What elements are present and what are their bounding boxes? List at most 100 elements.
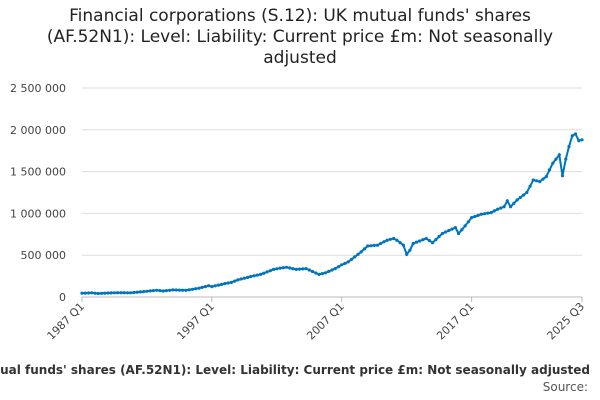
data-point: [148, 289, 152, 293]
data-point: [239, 277, 243, 281]
data-point: [99, 291, 104, 295]
data-point: [125, 291, 130, 295]
data-point: [450, 227, 454, 231]
data-point: [466, 220, 470, 224]
data-point: [353, 255, 357, 259]
data-point: [577, 139, 581, 143]
data-point: [421, 238, 425, 242]
data-point: [242, 276, 246, 280]
data-point: [408, 248, 412, 252]
data-point: [203, 285, 207, 289]
data-point: [129, 291, 133, 295]
data-point: [164, 289, 168, 293]
data-point: [284, 265, 289, 269]
data-point: [233, 279, 237, 283]
data-point: [531, 178, 535, 182]
data-point: [171, 288, 175, 292]
data-point: [207, 284, 211, 288]
data-point: [440, 231, 444, 236]
data-point: [366, 244, 370, 248]
data-point: [564, 157, 568, 161]
data-point: [174, 288, 178, 292]
data-point: [310, 269, 315, 274]
y-tick-label: 0: [59, 291, 66, 304]
y-tick-label: 1 500 000: [10, 166, 66, 179]
data-point: [343, 261, 347, 265]
tick-labels: 0 500 000 1 000 000 1 500 000 2 000 000 2 500…: [10, 82, 587, 342]
x-tick-label: 2007 Q1: [304, 300, 347, 343]
data-point: [119, 291, 123, 295]
data-point: [573, 132, 578, 136]
y-tick-label: 2 000 000: [10, 124, 66, 137]
data-point: [515, 198, 519, 202]
data-point: [86, 291, 91, 295]
data-point: [181, 288, 185, 292]
data-point: [291, 267, 295, 271]
data-point: [265, 270, 269, 274]
data-point: [554, 157, 558, 161]
data-point: [255, 273, 259, 277]
data-point: [223, 282, 227, 286]
data-point: [476, 213, 480, 217]
data-point: [518, 195, 522, 200]
data-point: [213, 284, 217, 288]
legend-entry: Financial corporations (S.12): UK mutual…: [0, 363, 590, 377]
data-point: [369, 244, 373, 248]
x-tick-label: 1997 Q1: [174, 300, 217, 343]
data-point: [116, 291, 120, 295]
data-point: [161, 289, 165, 293]
data-point: [327, 269, 331, 273]
data-point: [496, 207, 500, 211]
data-point: [83, 291, 87, 295]
data-point: [398, 241, 402, 245]
x-tick-label: 1987 Q1: [45, 300, 88, 343]
data-point: [427, 239, 431, 243]
data-point: [106, 291, 110, 295]
chart-title: Financial corporations (S.12): UK mutual…: [46, 6, 554, 68]
data-point: [138, 290, 142, 294]
data-point: [236, 278, 240, 282]
data-point: [158, 289, 162, 293]
data-point: [122, 291, 126, 295]
data-point: [528, 184, 532, 188]
data-point: [177, 288, 181, 292]
data-point: [210, 285, 214, 289]
data-point: [388, 237, 392, 241]
data-point: [457, 231, 461, 236]
data-point: [509, 205, 513, 209]
data-point: [385, 238, 389, 242]
data-point: [190, 287, 194, 291]
data-point: [356, 252, 360, 256]
data-point: [340, 263, 344, 267]
data-point: [90, 291, 94, 295]
source-note: Source:: [542, 380, 588, 394]
data-point: [317, 272, 321, 276]
data-point: [414, 240, 418, 244]
data-point: [525, 190, 529, 195]
data-point: [346, 260, 350, 264]
data-point: [349, 257, 354, 261]
y-tick-label: 1 000 000: [10, 207, 66, 220]
legend-label: Financial corporations (S.12): UK mutual…: [0, 363, 590, 377]
data-point: [486, 211, 490, 215]
data-point: [226, 281, 230, 285]
data-point: [200, 285, 204, 289]
data-point: [463, 224, 467, 228]
data-point: [307, 268, 311, 272]
data-point: [220, 282, 224, 286]
data-point: [447, 228, 451, 233]
data-point: [470, 216, 474, 220]
data-point: [268, 269, 272, 273]
data-point: [151, 289, 155, 293]
y-tick-label: 500 000: [21, 249, 67, 262]
data-point: [392, 236, 396, 241]
x-tick-label: 2025 Q3: [545, 300, 588, 343]
axes: [81, 296, 583, 302]
data-point: [301, 267, 305, 271]
data-point: [262, 271, 266, 275]
data-point: [135, 290, 139, 294]
data-point: [246, 275, 250, 279]
data-point: [297, 267, 302, 271]
data-point: [288, 266, 292, 270]
data-point: [96, 291, 100, 296]
